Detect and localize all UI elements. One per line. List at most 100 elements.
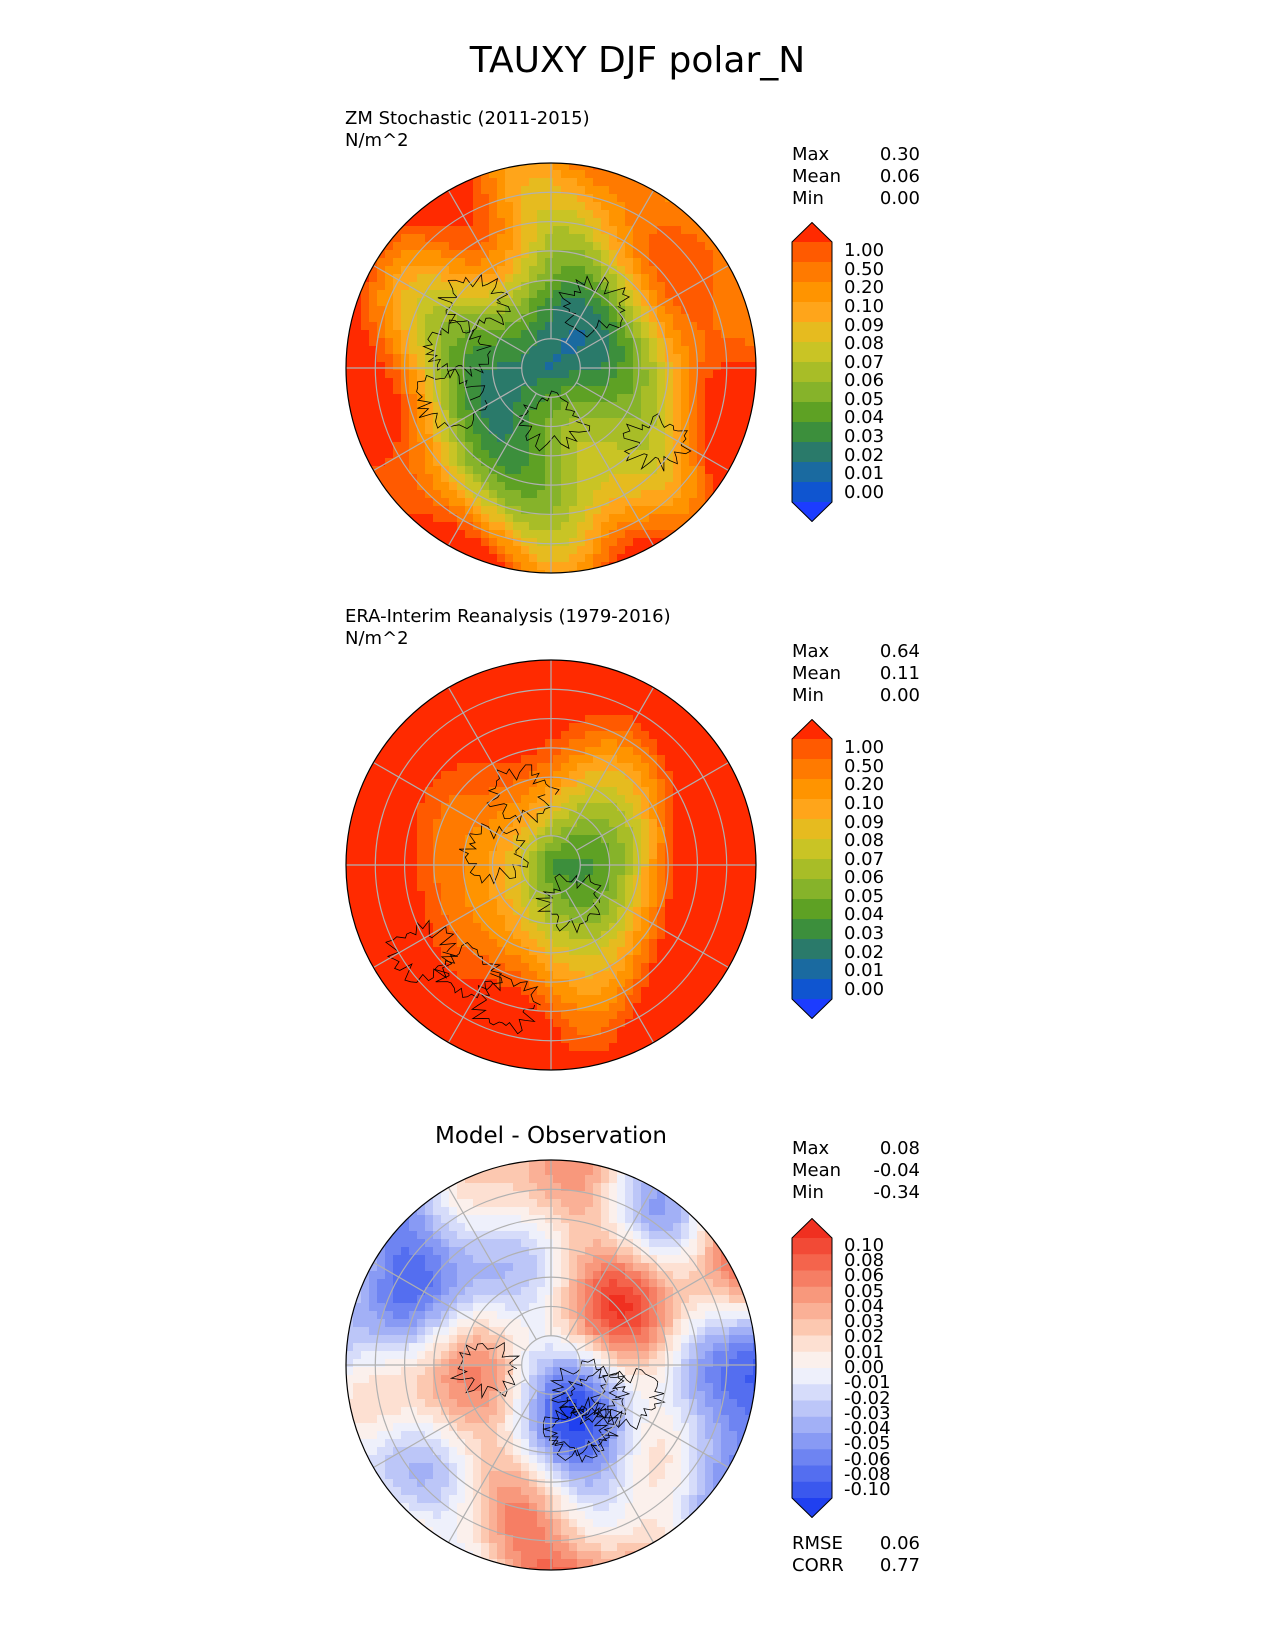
colorbar-tick-label: 0.03 xyxy=(844,426,885,447)
map-boundary xyxy=(345,659,757,1071)
panel-1-units-label: N/m^2 xyxy=(345,130,409,151)
colorbar-segment xyxy=(792,1481,832,1499)
panel-3-min-label: Min xyxy=(792,1182,824,1203)
colorbar-tick-label: 0.50 xyxy=(844,755,885,777)
colorbar-tick-label: -0.08 xyxy=(844,1464,891,1486)
colorbar-segment xyxy=(792,342,832,363)
colorbar-tick-label: 0.01 xyxy=(844,1341,885,1363)
coastline xyxy=(422,319,492,379)
colorbar-segment xyxy=(792,1319,832,1336)
colorbar-extend-max xyxy=(792,1218,832,1238)
rmse-value: 0.06 xyxy=(879,1533,920,1554)
colorbar-outline xyxy=(791,719,833,1019)
graticule xyxy=(346,660,756,1070)
colorbar-tick-label: -0.03 xyxy=(844,1402,891,1424)
colorbar-tick-label: 0.01 xyxy=(844,463,885,485)
colorbar-segment xyxy=(792,482,832,503)
panel-3-max-value: 0.08 xyxy=(879,1138,920,1159)
coastline xyxy=(416,368,488,430)
graticule xyxy=(346,1160,756,1570)
panel-2-colorbar xyxy=(791,719,833,1019)
colorbar-segment xyxy=(792,899,832,920)
meridian-line xyxy=(447,393,537,546)
map-boundary xyxy=(345,1159,757,1571)
coastline xyxy=(549,1358,625,1419)
meridian-line xyxy=(565,1390,655,1543)
colorbar-segment xyxy=(792,282,832,303)
coastline xyxy=(458,823,529,885)
coastline xyxy=(437,273,511,334)
colorbar-tick-label: 0.06 xyxy=(844,867,885,889)
colorbar-tick-label: 0.03 xyxy=(844,923,885,944)
corr-value: 0.77 xyxy=(879,1555,920,1576)
colorbar-tick-label: -0.02 xyxy=(844,1387,891,1409)
panel-3-stats: Max 0.08 Mean -0.04 Min -0.34 xyxy=(792,1138,920,1204)
panel-3-metrics: RMSE 0.06 CORR 0.77 xyxy=(792,1533,920,1577)
coastline xyxy=(542,1405,610,1463)
colorbar-segment xyxy=(792,382,832,403)
coastline xyxy=(449,1341,521,1400)
meridian-line xyxy=(576,1261,729,1351)
colorbar-segment xyxy=(792,1368,832,1385)
panel-3-title: Model - Observation xyxy=(434,1123,668,1149)
colorbar-extend-min xyxy=(792,502,832,522)
colorbar-tick-label: 0.20 xyxy=(844,277,885,299)
colorbar-segment xyxy=(792,1433,832,1450)
colorbar-segment xyxy=(792,919,832,940)
colorbar-segment xyxy=(792,879,832,900)
colorbar-tick-label: 0.04 xyxy=(844,407,885,429)
colorbar-segment xyxy=(792,362,832,383)
colorbar-tick-label: 0.06 xyxy=(844,370,885,392)
colorbar-segment xyxy=(792,1449,832,1466)
colorbar-segment xyxy=(792,322,832,343)
colorbar-tick-label: 0.09 xyxy=(844,811,885,833)
colorbar-tick-label: 0.07 xyxy=(844,848,885,870)
colorbar-tick-label: 0.05 xyxy=(844,388,885,410)
meridian-line xyxy=(576,382,729,472)
colorbar-segment xyxy=(792,1303,832,1320)
panel-2-polar-map xyxy=(345,659,757,1071)
colorbar-tick-label: 0.02 xyxy=(844,1326,885,1348)
panel-2-dataset-label: ERA-Interim Reanalysis (1979-2016) xyxy=(345,606,671,627)
colorbar-tick-label: -0.06 xyxy=(844,1448,891,1470)
meridian-line xyxy=(565,1187,655,1340)
panel-3-min-value: -0.34 xyxy=(873,1182,920,1203)
colorbar-tick-label: 0.04 xyxy=(844,1295,885,1317)
coastline xyxy=(622,413,692,472)
colorbar-segment xyxy=(792,1254,832,1271)
colorbar-outline xyxy=(791,222,833,522)
meridian-line xyxy=(447,1390,537,1543)
panel-2-min-value: 0.00 xyxy=(879,685,920,706)
panel-2-stats: Max 0.64 Mean 0.11 Min 0.00 xyxy=(792,641,920,707)
meridian-line xyxy=(576,761,729,851)
panel-2-title: ERA-Interim Reanalysis (1979-2016) N/m^2 xyxy=(345,606,671,650)
colorbar-tick-label: -0.04 xyxy=(844,1418,891,1440)
colorbar-segment xyxy=(792,1416,832,1434)
colorbar-tick-label: 1.00 xyxy=(844,737,885,759)
colorbar-segment xyxy=(792,759,832,780)
colorbar-tick-label: 0.09 xyxy=(844,314,885,336)
colorbar-tick-label: 0.06 xyxy=(844,1265,885,1287)
colorbar-tick-label: 0.10 xyxy=(844,793,885,814)
coastline xyxy=(590,1368,666,1430)
colorbar-segment xyxy=(792,1286,832,1304)
colorbar-tick-label: 0.08 xyxy=(844,830,885,852)
panel-1-max-label: Max xyxy=(792,144,830,165)
colorbar-tick-label: 0.10 xyxy=(844,1234,885,1256)
panel-1-dataset-label: ZM Stochastic (2011-2015) xyxy=(345,108,590,129)
meridian-line xyxy=(576,264,729,354)
colorbar-tick-label: 1.00 xyxy=(844,240,885,262)
colorbar-segment xyxy=(792,242,832,263)
meridian-line xyxy=(576,879,729,969)
colorbar-tick-label: -0.10 xyxy=(844,1479,891,1501)
coastline xyxy=(486,764,560,824)
colorbar-segment xyxy=(792,739,832,760)
coastline xyxy=(558,1365,631,1426)
colorbar-tick-label: 0.00 xyxy=(844,481,885,503)
panel-1-stats: Max 0.30 Mean 0.06 Min 0.00 xyxy=(792,144,920,210)
meridian-line xyxy=(373,264,526,354)
coastline xyxy=(558,275,631,338)
graticule xyxy=(346,163,756,573)
panel-2-mean-value: 0.11 xyxy=(879,663,920,684)
colorbar-segment xyxy=(792,1465,832,1483)
